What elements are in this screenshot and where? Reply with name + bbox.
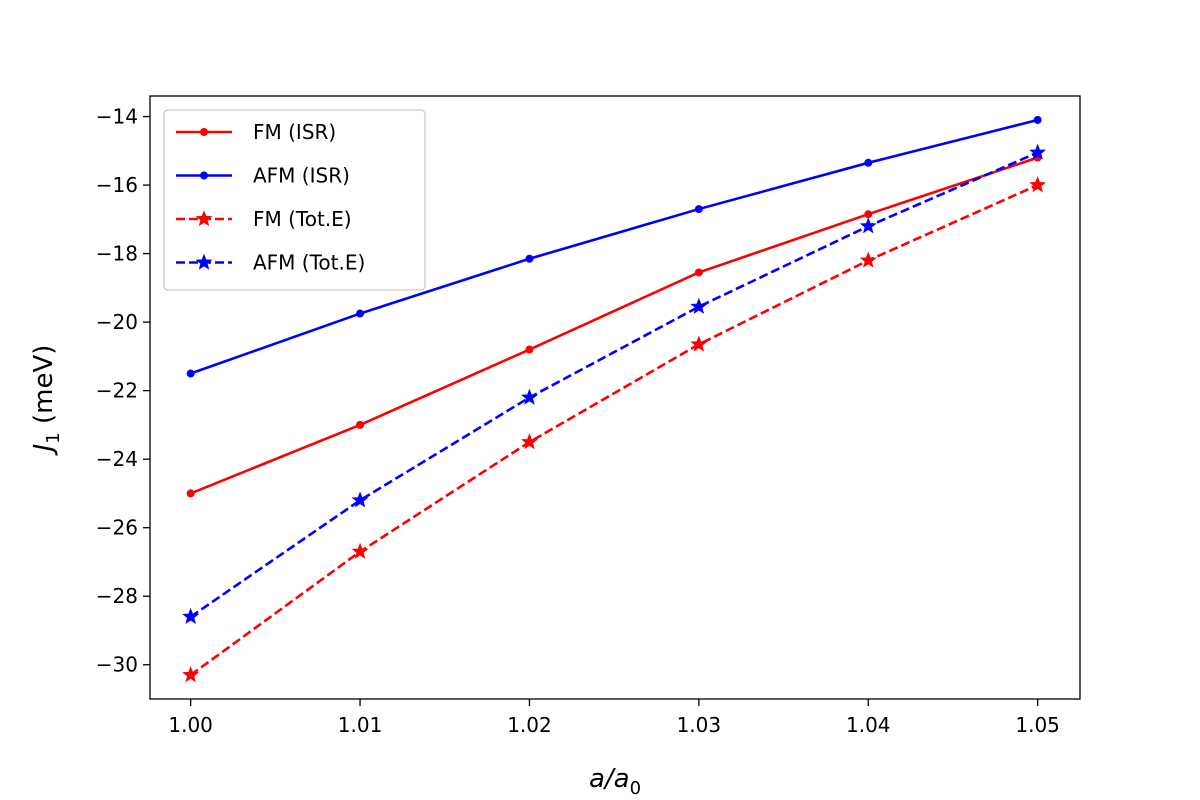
data-point-fm-tot-e-5 (1029, 176, 1047, 193)
x-tick-label: 1.00 (168, 713, 213, 737)
data-point-afm-isr-4 (864, 158, 873, 167)
data-point-afm-isr-0 (186, 369, 195, 378)
y-axis-label-sub: 1 (43, 432, 64, 443)
axes-layer: 1.00 1.01 1.02 1.03 1.04 1.05 −30 −28 −26 −24 −22 −… (96, 95, 1081, 737)
data-point-afm-isr-2 (525, 254, 534, 263)
data-point-afm-tot-e-4 (859, 217, 877, 234)
legend-marker-afm-isr (200, 171, 208, 180)
y-tick-label: −24 (96, 447, 138, 471)
x-tick-label: 1.02 (507, 713, 552, 737)
data-point-afm-tot-e-1 (351, 491, 369, 508)
data-point-afm-tot-e-5 (1029, 143, 1047, 160)
y-tick-label: −14 (96, 105, 138, 129)
x-axis-label-sub: 0 (630, 778, 641, 799)
x-axis-label: a/a0 (589, 764, 641, 799)
data-point-fm-tot-e-1 (351, 542, 369, 559)
legend-box (163, 109, 426, 291)
x-tick-label: 1.04 (846, 713, 891, 737)
data-point-afm-tot-e-2 (520, 388, 538, 405)
legend-marker-fm-tot-e (195, 210, 213, 227)
legend-label-afm-isr: AFM (ISR) (253, 164, 350, 188)
axes-frame (149, 95, 1081, 700)
y-axis-label: J1 (meV) (29, 345, 64, 457)
series-line-fm-isr (190, 156, 1039, 495)
legend-label-afm-tot-e: AFM (Tot.E) (253, 251, 365, 275)
data-point-afm-tot-e-0 (182, 607, 200, 624)
series-line-afm-tot-e (189, 151, 1039, 618)
series-layer (182, 115, 1047, 683)
data-point-afm-isr-3 (694, 205, 703, 214)
data-point-afm-isr-5 (1033, 115, 1042, 124)
data-point-fm-isr-0 (186, 489, 195, 498)
y-tick-label: −26 (96, 516, 138, 540)
y-tick-label: −28 (96, 584, 138, 608)
series-line-fm-tot-e (189, 183, 1039, 677)
data-point-fm-tot-e-4 (859, 251, 877, 268)
y-axis-label-base: J (29, 444, 59, 457)
y-tick-label: −30 (96, 653, 138, 677)
data-point-fm-tot-e-0 (182, 666, 200, 683)
y-tick-label: −22 (96, 379, 138, 403)
y-axis-label-rest: (meV) (29, 345, 59, 433)
data-point-afm-isr-1 (356, 309, 365, 318)
x-axis-label-base: a/a (589, 764, 630, 794)
series-line-afm-isr (190, 118, 1038, 375)
data-point-fm-isr-2 (525, 345, 534, 354)
x-tick-label: 1.03 (677, 713, 722, 737)
data-point-afm-tot-e-3 (690, 297, 708, 314)
legend: FM (ISR) AFM (ISR) FM (Tot.E) AFM (Tot.E) (163, 109, 426, 291)
legend-label-fm-tot-e: FM (Tot.E) (253, 207, 352, 231)
legend-marker-afm-tot-e (195, 253, 213, 270)
data-point-fm-isr-4 (864, 210, 873, 219)
y-tick-label: −20 (96, 310, 138, 334)
y-tick-label: −18 (96, 242, 138, 266)
data-point-fm-tot-e-2 (520, 433, 538, 450)
y-tick-label: −16 (96, 173, 138, 197)
legend-label-fm-isr: FM (ISR) (253, 120, 336, 144)
data-point-fm-isr-3 (694, 268, 703, 277)
legend-marker-fm-isr (200, 128, 208, 136)
data-point-fm-tot-e-3 (690, 335, 708, 352)
x-tick-label: 1.01 (338, 713, 383, 737)
x-tick-label: 1.05 (1015, 713, 1060, 737)
data-point-fm-isr-1 (356, 420, 365, 429)
